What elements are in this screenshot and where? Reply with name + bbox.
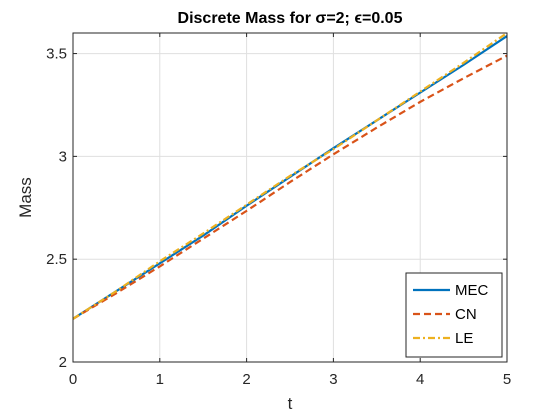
y-tick-label: 3: [59, 148, 67, 165]
x-tick-label: 1: [156, 371, 164, 388]
axis-ticks: 0 1 2 3 4 5 2 2.5 3 3.5: [46, 33, 511, 388]
legend-label-mec: MEC: [455, 282, 489, 299]
series-line-cn: [72, 54, 508, 320]
legend-label-cn: CN: [455, 306, 477, 323]
x-tick-label: 0: [69, 371, 77, 388]
x-tick-label: 2: [242, 371, 250, 388]
series-line-le: [72, 32, 508, 320]
y-tick-label: 3.5: [46, 46, 67, 63]
legend: MEC CN LE: [405, 272, 503, 358]
x-tick-label: 3: [329, 371, 337, 388]
legend-box: [405, 272, 503, 358]
x-tick-label: 5: [503, 371, 511, 388]
y-axis-label: Mass: [16, 177, 35, 218]
y-tick-label: 2: [59, 354, 67, 371]
series-lines: [72, 32, 508, 320]
plot-area-frame: [72, 32, 508, 363]
chart-title: Discrete Mass for σ=2; ϵ=0.05: [178, 10, 403, 27]
y-tick-label: 2.5: [46, 251, 67, 268]
x-tick-label: 4: [416, 371, 424, 388]
x-axis-label: t: [288, 394, 293, 413]
legend-label-le: LE: [455, 330, 473, 347]
